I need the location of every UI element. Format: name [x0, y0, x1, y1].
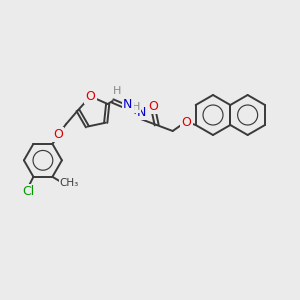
- Text: H: H: [131, 102, 140, 112]
- Text: O: O: [149, 100, 159, 112]
- Text: O: O: [182, 116, 192, 130]
- Text: N: N: [123, 98, 132, 110]
- Text: H: H: [112, 86, 121, 96]
- Text: Cl: Cl: [22, 185, 34, 198]
- Text: N: N: [137, 106, 146, 118]
- Text: CH₃: CH₃: [60, 178, 79, 188]
- Text: O: O: [53, 128, 63, 141]
- Text: O: O: [85, 90, 95, 103]
